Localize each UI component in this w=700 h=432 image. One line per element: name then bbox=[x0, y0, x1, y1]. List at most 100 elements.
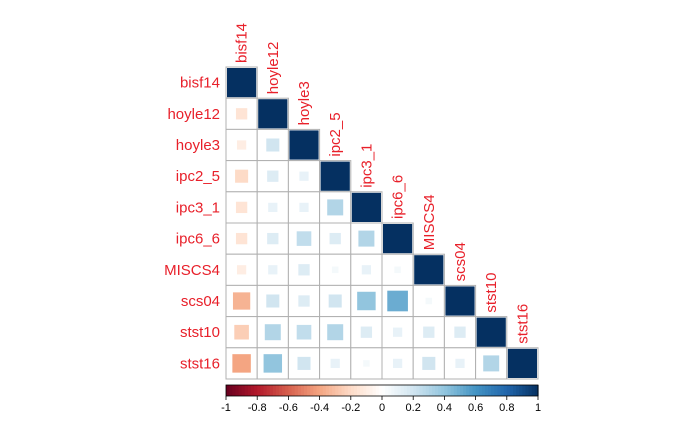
colorbar-segment bbox=[313, 385, 318, 396]
colorbar-tick-label: 0.6 bbox=[468, 402, 483, 414]
colorbar-segment bbox=[244, 385, 249, 396]
colorbar-segment bbox=[341, 385, 346, 396]
colorbar-segment bbox=[403, 385, 408, 396]
corr-square-stst10-MISCS4 bbox=[423, 326, 435, 338]
corr-square-stst10-stst10 bbox=[476, 317, 506, 347]
corr-square-hoyle3-hoyle3 bbox=[289, 130, 319, 160]
colorbar-segment bbox=[494, 385, 499, 396]
colorbar-segment bbox=[226, 385, 230, 396]
colorbar-segment bbox=[288, 385, 293, 396]
corr-square-stst16-scs04 bbox=[455, 358, 465, 369]
corr-square-MISCS4-hoyle3 bbox=[298, 264, 310, 276]
colorbar-segment bbox=[297, 385, 302, 396]
colorbar-tick-label: -1 bbox=[221, 402, 231, 414]
colorbar-segment bbox=[254, 385, 258, 396]
colorbar-segment bbox=[275, 385, 280, 396]
colorbar-segment bbox=[347, 385, 352, 396]
colorbar-segment bbox=[350, 385, 355, 396]
corr-square-MISCS4-ipc3_1 bbox=[361, 265, 372, 275]
colorbar-segment bbox=[353, 385, 358, 396]
corr-square-ipc3_1-hoyle12 bbox=[268, 202, 278, 213]
colorbar-segment bbox=[344, 385, 349, 396]
colorbar-segment bbox=[491, 385, 495, 396]
corr-square-stst10-ipc3_1 bbox=[360, 326, 373, 338]
colorbar-segment bbox=[250, 385, 255, 396]
colorbar-segment bbox=[272, 385, 277, 396]
colorbar-tick-label: 0.2 bbox=[406, 402, 421, 414]
corr-square-bisf14-bisf14 bbox=[227, 68, 257, 98]
colorbar-segment bbox=[241, 385, 246, 396]
row-label-MISCS4: MISCS4 bbox=[164, 262, 220, 279]
colorbar-segment bbox=[472, 385, 477, 396]
colorbar-segment bbox=[291, 385, 296, 396]
colorbar-segment bbox=[378, 385, 383, 396]
colorbar-segment bbox=[516, 385, 520, 396]
colorbar-tick-label: -0.8 bbox=[248, 402, 267, 414]
colorbar-tick-label: 1 bbox=[535, 402, 541, 414]
colorbar-segment bbox=[406, 385, 411, 396]
corr-square-stst10-hoyle12 bbox=[264, 324, 281, 341]
corr-square-ipc2_5-hoyle12 bbox=[267, 170, 279, 182]
colorbar-segment bbox=[500, 385, 505, 396]
colorbar-segment bbox=[410, 385, 414, 396]
colorbar-segment bbox=[279, 385, 283, 396]
colorbar-tick-label: -0.6 bbox=[279, 402, 298, 414]
colorbar-segment bbox=[431, 385, 436, 396]
colorbar-segment bbox=[357, 385, 361, 396]
row-label-stst10: stst10 bbox=[180, 324, 220, 341]
corr-square-scs04-bisf14 bbox=[232, 292, 251, 310]
col-label-scs04: scs04 bbox=[452, 242, 469, 281]
corr-square-stst16-stst10 bbox=[483, 355, 500, 372]
column-labels: bisf14 hoyle12 hoyle3 ipc2_5 ipc3_1 ipc6_6 MIS… bbox=[234, 23, 532, 344]
corr-square-stst10-scs04 bbox=[454, 326, 466, 338]
row-label-stst16: stst16 bbox=[180, 355, 220, 372]
colorbar-segment bbox=[229, 385, 233, 396]
corr-square-ipc3_1-ipc3_1 bbox=[351, 192, 381, 222]
colorbar-tick-label: -0.2 bbox=[341, 402, 360, 414]
col-label-ipc3_1: ipc3_1 bbox=[358, 144, 375, 188]
corr-square-stst10-bisf14 bbox=[234, 324, 249, 340]
colorbar-segment bbox=[335, 385, 339, 396]
corr-square-MISCS4-ipc2_5 bbox=[331, 266, 339, 274]
corr-square-stst16-ipc3_1 bbox=[363, 360, 370, 367]
colorbar-segment bbox=[366, 385, 371, 396]
corr-square-scs04-hoyle12 bbox=[266, 294, 280, 308]
colorbar-tick-label: 0.8 bbox=[499, 402, 514, 414]
colorbar-segment bbox=[300, 385, 305, 396]
colorbar-segment bbox=[385, 385, 389, 396]
corr-square-hoyle3-hoyle12 bbox=[266, 138, 280, 152]
colorbar-segment bbox=[257, 385, 261, 396]
colorbar-segment bbox=[394, 385, 399, 396]
colorbar-segment bbox=[506, 385, 511, 396]
row-label-hoyle3: hoyle3 bbox=[176, 137, 220, 154]
corr-square-ipc2_5-ipc2_5 bbox=[320, 161, 350, 191]
col-label-bisf14: bisf14 bbox=[234, 23, 251, 63]
colorbar-segment bbox=[484, 385, 489, 396]
colorbar-segment bbox=[447, 385, 452, 396]
colorbar-segment bbox=[372, 385, 377, 396]
corr-square-ipc6_6-ipc3_1 bbox=[358, 230, 375, 247]
colorbar-segment bbox=[466, 385, 470, 396]
col-label-stst16: stst16 bbox=[514, 304, 531, 344]
corr-square-ipc6_6-ipc2_5 bbox=[329, 232, 341, 245]
colorbar-segment bbox=[488, 385, 492, 396]
colorbar-segment bbox=[316, 385, 321, 396]
colorbar-segment bbox=[400, 385, 405, 396]
col-label-stst10: stst10 bbox=[483, 273, 500, 313]
colorbar-segment bbox=[375, 385, 380, 396]
colorbar-segment bbox=[238, 385, 243, 396]
corr-square-stst10-hoyle3 bbox=[296, 324, 312, 340]
col-label-MISCS4: MISCS4 bbox=[421, 194, 438, 250]
colorbar-segment bbox=[363, 385, 367, 396]
corr-square-ipc2_5-hoyle3 bbox=[299, 171, 309, 181]
colorbar-segment bbox=[360, 385, 364, 396]
corr-square-ipc2_5-bisf14 bbox=[235, 169, 249, 183]
colorbar-segment bbox=[528, 385, 533, 396]
colorbar-segment bbox=[382, 385, 386, 396]
corr-square-ipc3_1-hoyle3 bbox=[299, 202, 309, 213]
corr-square-ipc6_6-hoyle3 bbox=[296, 231, 312, 246]
colorbar-segment bbox=[522, 385, 527, 396]
colorbar-segment bbox=[325, 385, 330, 396]
colorbar-segment bbox=[509, 385, 514, 396]
